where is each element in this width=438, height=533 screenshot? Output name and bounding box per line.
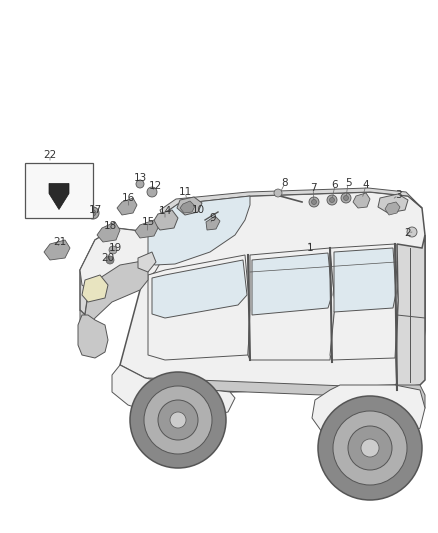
Polygon shape bbox=[248, 248, 335, 360]
Circle shape bbox=[318, 396, 422, 500]
Circle shape bbox=[106, 256, 114, 264]
Circle shape bbox=[361, 439, 379, 457]
Polygon shape bbox=[49, 183, 69, 209]
Polygon shape bbox=[117, 198, 137, 215]
Polygon shape bbox=[53, 188, 65, 206]
Polygon shape bbox=[177, 197, 202, 215]
Circle shape bbox=[147, 187, 157, 197]
Polygon shape bbox=[120, 192, 425, 392]
Text: 1: 1 bbox=[307, 243, 313, 253]
Circle shape bbox=[309, 197, 319, 207]
Circle shape bbox=[348, 426, 392, 470]
Polygon shape bbox=[378, 194, 408, 213]
Polygon shape bbox=[80, 228, 148, 315]
Circle shape bbox=[341, 193, 351, 203]
Text: 2: 2 bbox=[405, 228, 411, 238]
Text: 11: 11 bbox=[178, 187, 192, 197]
Circle shape bbox=[333, 411, 407, 485]
Circle shape bbox=[109, 246, 117, 254]
Polygon shape bbox=[153, 210, 178, 230]
Polygon shape bbox=[252, 253, 332, 315]
Polygon shape bbox=[44, 240, 70, 260]
Polygon shape bbox=[97, 222, 120, 242]
Polygon shape bbox=[152, 260, 247, 318]
Text: 9: 9 bbox=[210, 213, 216, 223]
Polygon shape bbox=[148, 196, 250, 265]
Polygon shape bbox=[160, 188, 422, 215]
Polygon shape bbox=[135, 220, 158, 238]
Polygon shape bbox=[180, 201, 195, 213]
Circle shape bbox=[327, 195, 337, 205]
Circle shape bbox=[130, 372, 226, 468]
Text: 13: 13 bbox=[134, 173, 147, 183]
Polygon shape bbox=[330, 244, 398, 360]
Text: 18: 18 bbox=[103, 221, 117, 231]
Polygon shape bbox=[353, 193, 370, 208]
Polygon shape bbox=[385, 202, 400, 215]
Text: 4: 4 bbox=[363, 180, 369, 190]
Circle shape bbox=[158, 400, 198, 440]
Polygon shape bbox=[206, 216, 220, 230]
Polygon shape bbox=[396, 235, 425, 388]
Text: 3: 3 bbox=[395, 190, 401, 200]
Text: 14: 14 bbox=[159, 206, 172, 216]
Text: 17: 17 bbox=[88, 205, 102, 215]
Text: 12: 12 bbox=[148, 181, 162, 191]
Polygon shape bbox=[80, 228, 162, 292]
Circle shape bbox=[311, 199, 317, 205]
Text: 8: 8 bbox=[282, 178, 288, 188]
Polygon shape bbox=[312, 385, 425, 442]
Text: 6: 6 bbox=[332, 180, 338, 190]
Text: 7: 7 bbox=[310, 183, 316, 193]
Circle shape bbox=[274, 189, 282, 197]
Text: 10: 10 bbox=[191, 205, 205, 215]
Circle shape bbox=[136, 180, 144, 188]
Circle shape bbox=[170, 412, 186, 428]
Text: 5: 5 bbox=[345, 178, 351, 188]
Text: 20: 20 bbox=[102, 253, 115, 263]
Polygon shape bbox=[334, 248, 396, 312]
Polygon shape bbox=[80, 260, 148, 340]
Polygon shape bbox=[395, 385, 425, 415]
Polygon shape bbox=[82, 275, 108, 302]
Circle shape bbox=[407, 227, 417, 237]
Circle shape bbox=[90, 210, 96, 216]
Circle shape bbox=[144, 386, 212, 454]
Circle shape bbox=[343, 196, 349, 200]
Polygon shape bbox=[148, 378, 396, 398]
Text: 19: 19 bbox=[108, 243, 122, 253]
Text: 16: 16 bbox=[121, 193, 134, 203]
Circle shape bbox=[87, 207, 99, 219]
Polygon shape bbox=[78, 315, 108, 358]
Polygon shape bbox=[112, 365, 235, 418]
Polygon shape bbox=[148, 255, 250, 360]
Circle shape bbox=[329, 198, 335, 203]
Polygon shape bbox=[138, 252, 156, 272]
Text: 21: 21 bbox=[53, 237, 67, 247]
Text: 22: 22 bbox=[43, 150, 57, 160]
FancyBboxPatch shape bbox=[25, 163, 93, 218]
Text: 15: 15 bbox=[141, 217, 155, 227]
